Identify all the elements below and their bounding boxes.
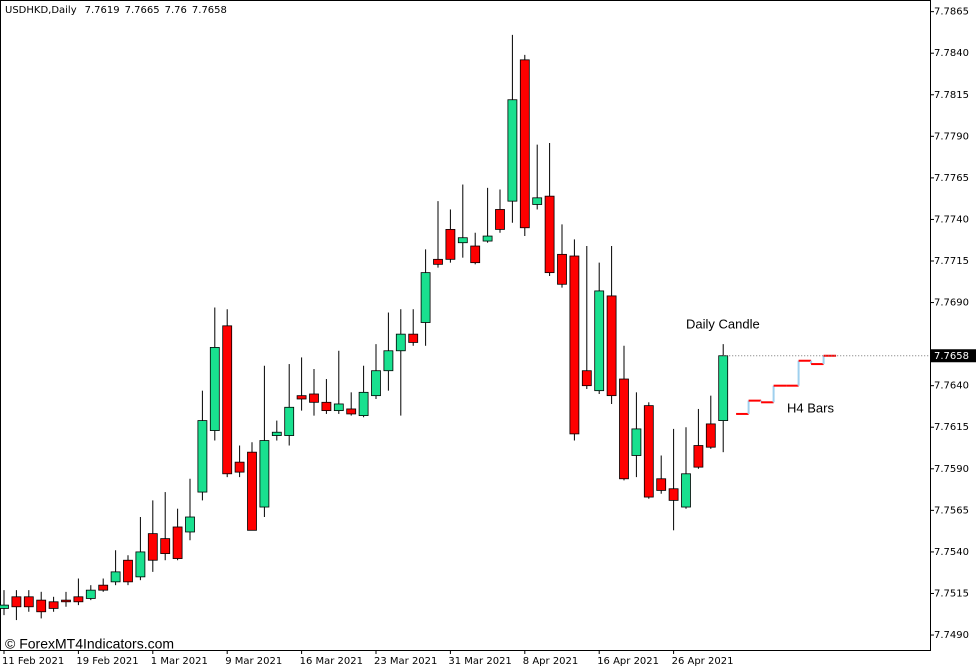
price-label-box [931,349,976,363]
x-tick-label: 1 Mar 2021 [151,656,208,667]
candle-body [445,229,456,260]
candle-body [48,601,59,609]
y-tick-label: 7.7565 [934,505,969,516]
candle-body [209,347,220,431]
y-tick-label: 7.7515 [934,588,969,599]
candle-body [619,378,629,480]
candle-body [234,461,245,473]
x-tick-label: 26 Apr 2021 [672,656,734,667]
candle-body [259,440,270,508]
annotation: Daily Candle [686,316,760,331]
header-high: 7.7665 [125,5,160,16]
candle-body [222,325,233,475]
candle-body [371,370,381,397]
chart-header: USDHKD,Daily 7.7619 7.7665 7.76 7.7658 [5,5,227,16]
candle-body [296,395,307,400]
candle-body [470,245,481,264]
candle-body [495,209,505,230]
candle-body [23,596,34,608]
y-tick-label: 7.7765 [934,173,969,184]
candle-body [383,350,394,372]
candle-body [693,445,704,468]
candle-body [333,403,344,412]
candle-body [681,473,691,508]
candle-body [197,420,208,493]
candle-body [718,355,729,421]
candle-body [36,599,47,613]
candle-body [606,295,617,397]
y-tick-label: 7.7865 [934,7,969,18]
candle-body [544,195,555,274]
y-tick-label: 7.7815 [934,90,969,101]
candle-body [581,370,592,387]
candle-body [73,596,84,603]
candle-body [147,533,158,561]
candle-body [321,401,332,412]
candle-body [61,599,71,603]
x-tick-label: 16 Apr 2021 [597,656,659,667]
y-tick-label: 7.7615 [934,422,969,433]
y-tick-label: 7.7640 [934,381,969,392]
y-tick-label: 7.7590 [934,464,969,475]
candle-body [656,478,667,491]
candle-body [420,272,431,323]
candle-body [594,290,605,392]
candle-body [507,99,518,202]
candle-body [643,405,654,498]
header-low: 7.76 [165,5,187,16]
candle-body [284,406,295,436]
candle-body [408,333,419,343]
candle-body [346,408,357,415]
candle-body [185,516,195,533]
x-tick-label: 16 Mar 2021 [300,656,363,667]
candle-body [309,393,319,403]
candle-body [395,333,406,352]
symbol: USDHKD,Daily [5,5,77,16]
x-tick-label: 19 Feb 2021 [76,656,138,667]
x-tick-label: 23 Mar 2021 [374,656,437,667]
candle-body [668,488,679,501]
y-tick-label: 7.7690 [934,298,969,309]
y-tick-label: 7.7790 [934,131,969,142]
y-tick-label: 7.7840 [934,48,969,59]
candle-body [271,431,282,436]
candle-body [135,551,146,578]
y-tick-label: 7.7540 [934,547,969,558]
candle-body [631,428,642,456]
annotation: H4 Bars [787,400,834,415]
candle-body [557,253,567,285]
candle-body [705,423,716,448]
candle-body [247,451,257,531]
y-tick-label: 7.7740 [934,214,969,225]
y-tick-label: 7.7715 [934,256,969,267]
header-close: 7.7658 [192,5,227,16]
candle-body [85,589,96,599]
x-tick-label: 11 Feb 2021 [2,656,64,667]
x-tick-label: 31 Mar 2021 [448,656,511,667]
candle-body [160,538,171,554]
candle-body [532,197,543,205]
candle-body [457,237,468,244]
header-open: 7.7619 [85,5,120,16]
candle-body [569,255,580,435]
candle-body [11,596,22,608]
watermark: © ForexMT4Indicators.com [5,636,174,652]
price-label: 7.7658 [934,351,969,362]
candle-body [172,526,183,559]
y-tick-label: 7.7490 [934,630,969,641]
candle-body [358,391,369,417]
candle-body [110,571,121,583]
candle-body [0,604,9,609]
candle-body [98,584,109,591]
candle-body [433,258,443,265]
x-tick-label: 8 Apr 2021 [523,656,578,667]
candle-body [519,59,530,229]
candle-body [482,235,493,242]
x-tick-label: 9 Mar 2021 [225,656,282,667]
candle-body [123,559,133,583]
